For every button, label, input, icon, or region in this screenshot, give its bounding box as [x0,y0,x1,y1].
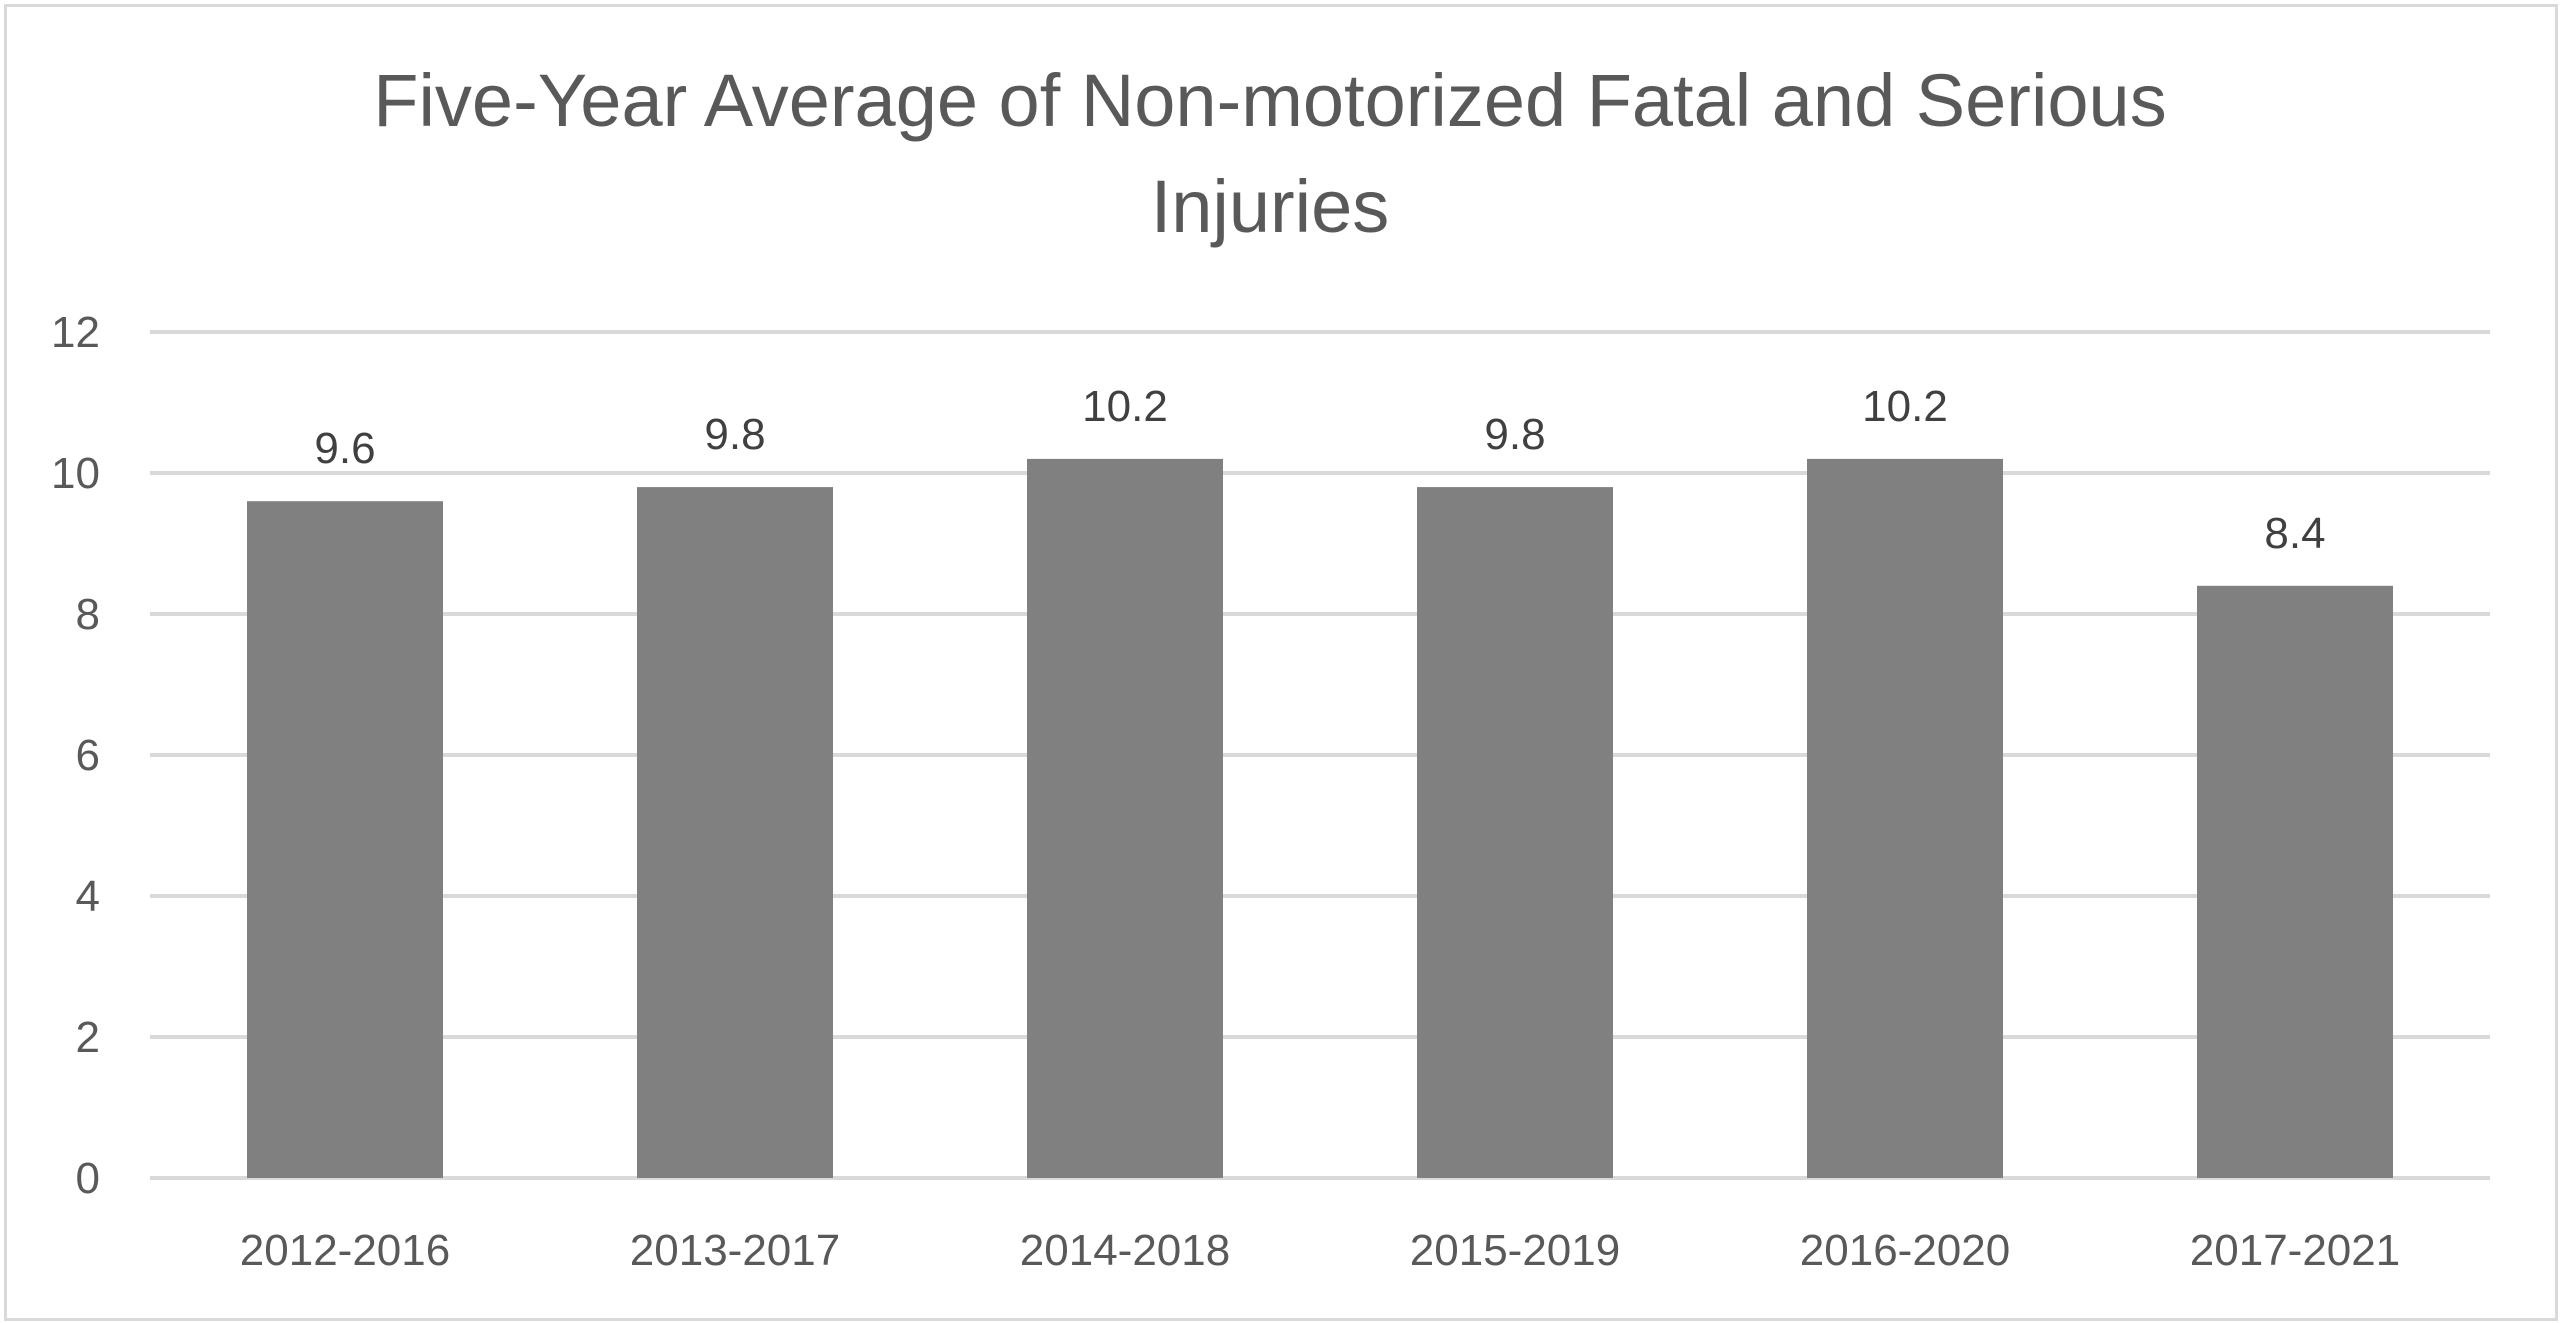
bar [1807,458,2003,1178]
data-label: 10.2 [1862,382,1948,431]
y-tick-label: 0 [76,1154,100,1203]
x-tick-label: 2013-2017 [630,1226,840,1275]
x-tick-label: 2014-2018 [1020,1226,1230,1275]
data-label: 9.8 [704,410,765,459]
bar [1417,487,1613,1179]
y-tick-label: 10 [51,449,100,498]
x-tick-label: 2017-2021 [2190,1226,2400,1275]
x-tick-label: 2015-2019 [1410,1226,1620,1275]
data-label: 10.2 [1082,382,1168,431]
data-label: 8.4 [2264,509,2325,558]
bar [637,487,833,1179]
x-tick-label: 2012-2016 [240,1226,450,1275]
y-tick-label: 12 [51,308,100,357]
y-tick-label: 6 [76,731,100,780]
data-label: 9.6 [314,424,375,473]
y-tick-label: 4 [76,872,100,921]
bar [247,501,443,1178]
chart-title: Five-Year Average of Non-motorized Fatal… [373,59,2167,248]
x-tick-label: 2016-2020 [1800,1226,2010,1275]
bar [2197,585,2393,1178]
data-label: 9.8 [1484,410,1545,459]
y-tick-label: 8 [76,590,100,639]
bar [1027,458,1223,1178]
y-tick-label: 2 [76,1013,100,1062]
